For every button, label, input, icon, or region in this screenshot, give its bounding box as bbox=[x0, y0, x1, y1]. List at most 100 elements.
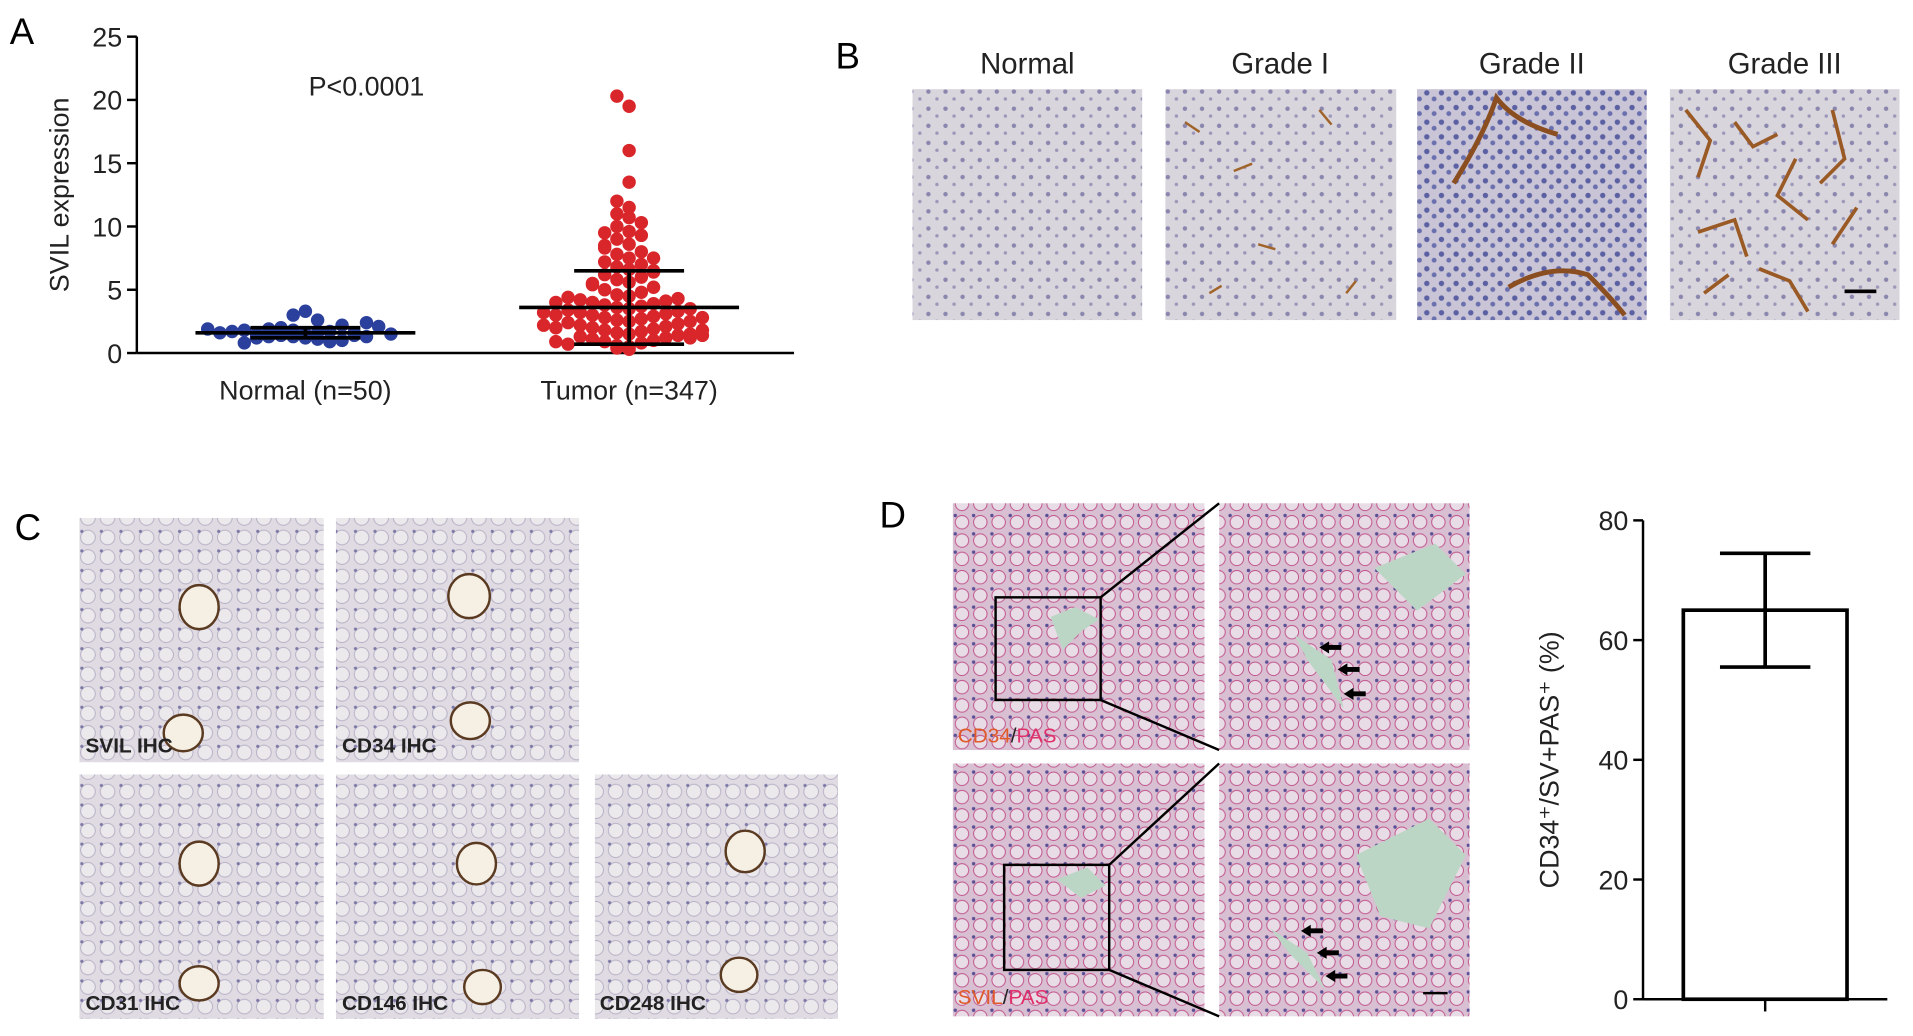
data-point bbox=[610, 313, 624, 327]
data-point bbox=[695, 310, 710, 325]
y-tick-label: 0 bbox=[107, 339, 122, 369]
data-point bbox=[597, 323, 612, 337]
data-point bbox=[622, 237, 636, 251]
data-point bbox=[634, 257, 649, 272]
data-point bbox=[597, 310, 612, 325]
data-point bbox=[549, 308, 563, 322]
data-point bbox=[610, 272, 624, 287]
data-point bbox=[610, 89, 624, 103]
data-point bbox=[646, 251, 661, 265]
data-point bbox=[310, 313, 325, 327]
panel-b-images bbox=[912, 89, 1900, 321]
data-point bbox=[585, 321, 600, 335]
data-point bbox=[597, 298, 612, 312]
data-point bbox=[585, 276, 600, 291]
caption-part: CD34 bbox=[958, 725, 1011, 748]
micrograph bbox=[335, 774, 580, 1019]
caption-part: PAS bbox=[1008, 986, 1048, 1009]
panel-label: D bbox=[880, 495, 906, 536]
y-tick-label: 80 bbox=[1598, 506, 1628, 536]
column-title: Normal bbox=[980, 47, 1074, 80]
data-point bbox=[298, 304, 313, 318]
column-title: Grade II bbox=[1479, 47, 1585, 80]
data-point bbox=[634, 285, 649, 300]
image-caption: SVIL/PAS bbox=[958, 986, 1049, 1009]
data-point bbox=[671, 328, 685, 343]
data-point bbox=[597, 226, 612, 240]
data-point bbox=[659, 331, 673, 345]
data-point bbox=[549, 321, 563, 335]
micrograph bbox=[1165, 89, 1397, 321]
arrow bbox=[1300, 641, 1366, 983]
data-point bbox=[573, 329, 587, 344]
error-bar bbox=[1719, 551, 1811, 669]
data-point bbox=[610, 288, 624, 302]
data-point bbox=[622, 224, 636, 239]
data-point bbox=[561, 303, 575, 317]
data-point bbox=[622, 99, 636, 113]
data-point bbox=[646, 309, 661, 324]
data-point bbox=[634, 228, 649, 243]
panel-c-images: SVIL IHC CD34 IHC CD31 IHC CD146 IHC CD2… bbox=[79, 517, 839, 1019]
scale-bar bbox=[1844, 289, 1877, 294]
data-point bbox=[549, 334, 563, 349]
data-point bbox=[634, 270, 649, 284]
data-point bbox=[671, 291, 685, 306]
data-point bbox=[634, 245, 649, 259]
y-tick-label: 20 bbox=[92, 86, 122, 116]
data-point bbox=[274, 328, 288, 343]
panel-label: A bbox=[10, 11, 35, 52]
data-point bbox=[597, 255, 612, 269]
data-point bbox=[573, 318, 587, 332]
image-caption: SVIL IHC bbox=[86, 734, 173, 757]
data-point bbox=[622, 200, 636, 215]
data-point bbox=[659, 307, 673, 321]
y-tick-label: 5 bbox=[107, 276, 122, 306]
data-point bbox=[371, 319, 386, 334]
data-point bbox=[646, 322, 661, 336]
error-bar bbox=[250, 325, 361, 340]
data-point bbox=[561, 337, 575, 351]
data-point bbox=[622, 143, 636, 158]
y-tick-label: 20 bbox=[1598, 865, 1628, 895]
image-caption: CD34/PAS bbox=[958, 725, 1057, 748]
y-tick-label: 0 bbox=[1613, 985, 1628, 1015]
data-point bbox=[634, 324, 649, 339]
data-point bbox=[561, 290, 575, 305]
data-point bbox=[683, 327, 697, 341]
data-point bbox=[597, 283, 612, 297]
data-point bbox=[335, 333, 349, 348]
data-point bbox=[237, 323, 252, 337]
data-point bbox=[634, 215, 649, 230]
vessel bbox=[1050, 543, 1466, 990]
zoom-box bbox=[994, 502, 1220, 1018]
data-point bbox=[659, 294, 673, 308]
y-tick-label: 60 bbox=[1598, 626, 1628, 656]
data-point bbox=[622, 210, 636, 225]
vessel bbox=[1451, 92, 1627, 317]
micrograph bbox=[79, 517, 324, 763]
data-point bbox=[561, 315, 575, 330]
caption-part: PAS bbox=[1017, 725, 1057, 748]
annotation: P<0.0001 bbox=[309, 71, 425, 101]
caption-part: SVIL bbox=[958, 986, 1003, 1009]
data-point bbox=[536, 318, 551, 332]
stain-detail bbox=[1184, 109, 1357, 295]
data-point bbox=[237, 336, 252, 350]
data-point bbox=[610, 194, 624, 208]
caption-part: / bbox=[1003, 986, 1009, 1009]
data-point bbox=[610, 207, 624, 221]
micrograph bbox=[1669, 89, 1900, 321]
y-tick-label: 25 bbox=[92, 22, 122, 52]
x-tick-label: Tumor (n=347) bbox=[540, 375, 717, 405]
micrograph bbox=[1219, 503, 1470, 751]
image-caption: CD31 IHC bbox=[86, 992, 181, 1015]
data-point bbox=[622, 175, 636, 189]
data-point bbox=[573, 293, 587, 307]
data-point bbox=[610, 247, 624, 262]
y-tick-label: 10 bbox=[92, 212, 122, 242]
y-axis-label: CD34⁺/SV+PAS⁺ (%) bbox=[1535, 631, 1565, 888]
panel-d-images: CD34/PAS SVIL/PAS bbox=[952, 502, 1470, 1018]
column-title: Grade I bbox=[1231, 47, 1329, 80]
